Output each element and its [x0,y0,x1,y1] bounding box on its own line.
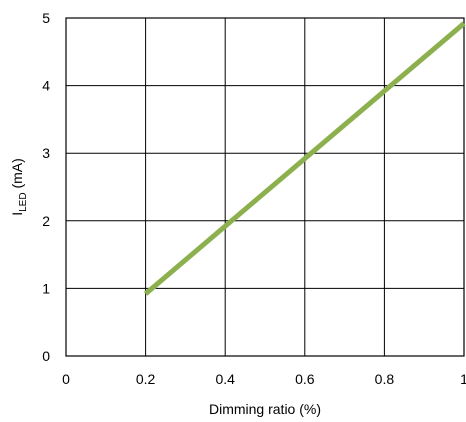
y-tick-label: 5 [42,10,50,26]
grid [65,17,465,357]
y-axis-title-subscript: LED [18,192,29,211]
x-tick-label: 0.8 [375,371,395,387]
x-tick-labels: 0 0.2 0.4 0.6 0.8 1 [62,371,466,387]
x-tick-label: 0.4 [215,371,235,387]
y-axis-title: ILED (mA) [9,158,29,216]
y-axis-title-unit: (mA) [9,158,25,192]
y-tick-label: 3 [42,145,50,161]
plot-frame [65,17,465,357]
y-tick-label: 0 [42,348,50,364]
y-axis-title-main: I [9,212,25,216]
y-tick-label: 1 [42,280,50,296]
y-tick-labels: 0 1 2 3 4 5 [42,10,50,364]
y-tick-label: 4 [42,78,50,94]
x-axis-title: Dimming ratio (%) [209,401,321,417]
x-tick-label: 0.6 [295,371,315,387]
x-tick-label: 0 [62,371,70,387]
y-tick-label: 2 [42,213,50,229]
series-layer [143,21,466,296]
x-tick-label: 0.2 [136,371,156,387]
x-tick-label: 1 [460,371,466,387]
series-line [143,21,466,296]
